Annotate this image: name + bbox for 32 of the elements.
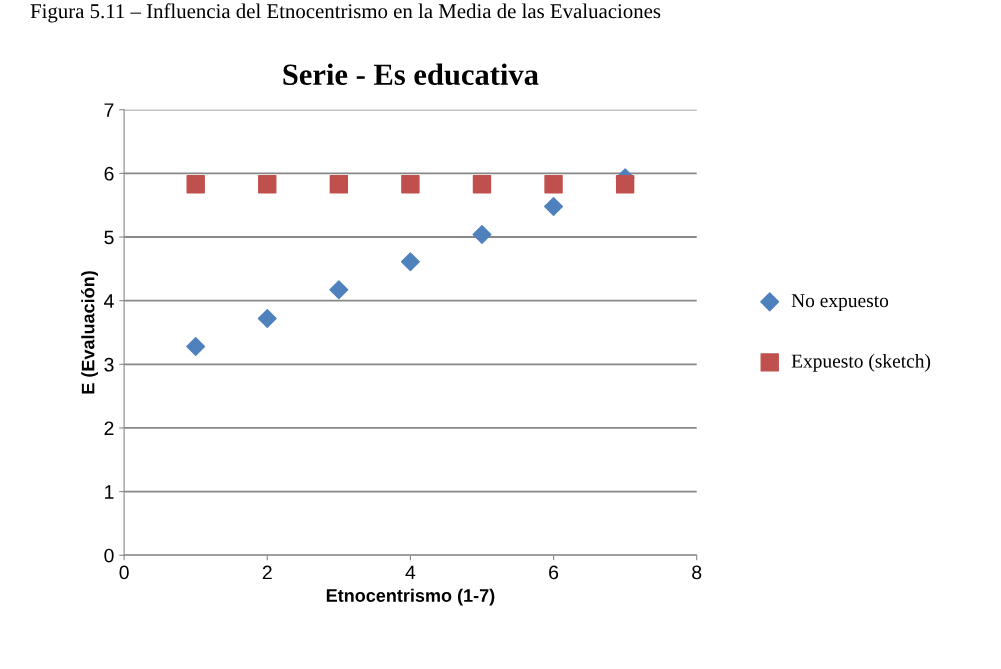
y-axis-title: E (Evaluación) bbox=[81, 271, 99, 394]
point bbox=[472, 224, 492, 244]
y-tick-label: 0 bbox=[104, 548, 114, 563]
y-tick-label: 3 bbox=[104, 357, 114, 372]
y-tick-label: 6 bbox=[104, 166, 114, 181]
x-tick-label: 4 bbox=[405, 565, 416, 580]
chart-title: Serie - Es educativa bbox=[283, 63, 539, 86]
legend-label: No expuesto bbox=[791, 294, 889, 312]
x-tick-label: 6 bbox=[549, 565, 559, 580]
point bbox=[472, 174, 492, 194]
y-tick-label: 7 bbox=[104, 103, 114, 117]
point bbox=[186, 174, 205, 194]
y-tick-label: 5 bbox=[104, 230, 114, 245]
x-axis-title: Etnocentrismo (1-7) bbox=[326, 588, 495, 606]
point bbox=[257, 309, 277, 328]
point bbox=[186, 337, 206, 356]
x-tick-label: 0 bbox=[119, 565, 129, 580]
point bbox=[401, 174, 420, 194]
y-tick-label: 2 bbox=[104, 421, 114, 436]
text: Figura 5.11 – Influencia del Etnocentrismo en la Media de las Evaluaciones bbox=[30, 3, 661, 23]
point bbox=[615, 174, 635, 194]
point bbox=[329, 174, 349, 194]
y-tick-label: 1 bbox=[105, 485, 114, 499]
point bbox=[258, 174, 277, 194]
point bbox=[329, 280, 349, 300]
x-tick-label: 2 bbox=[262, 565, 272, 580]
point bbox=[400, 252, 420, 272]
x-tick-label: 8 bbox=[692, 565, 702, 580]
y-tick-label: 4 bbox=[104, 294, 114, 308]
point bbox=[544, 196, 564, 216]
point bbox=[544, 174, 563, 194]
legend-label: Expuesto (sketch) bbox=[791, 354, 931, 372]
